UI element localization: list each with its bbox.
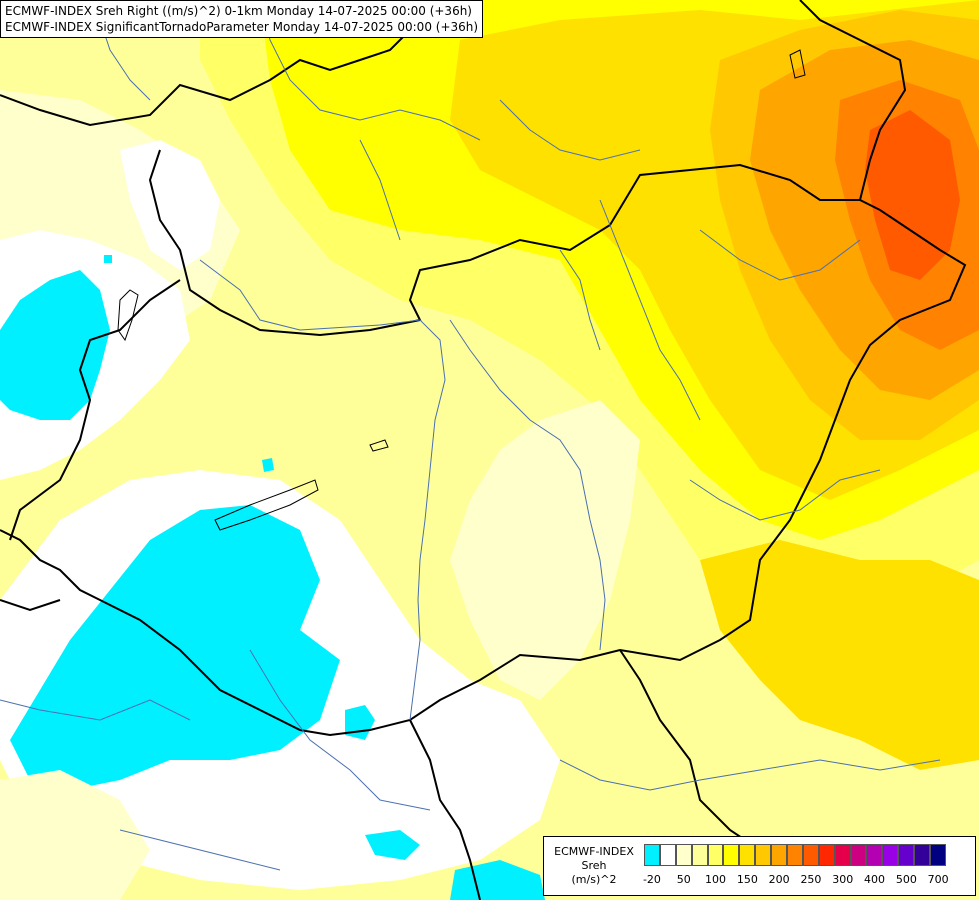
field-gold-se	[700, 540, 979, 770]
lake-balaton	[214, 479, 319, 531]
legend-swatch	[787, 844, 803, 866]
legend-tick-label: 100	[705, 873, 727, 886]
legend-title: ECMWF-INDEX Sreh (m/s)^2	[548, 845, 640, 887]
legend-swatch	[834, 844, 851, 866]
legend-swatch	[739, 844, 756, 866]
legend-swatch	[898, 844, 915, 866]
legend-title-line-2: Sreh	[581, 859, 607, 872]
field-pale-center	[450, 400, 640, 700]
legend-swatch	[866, 844, 883, 866]
legend-title-line-1: ECMWF-INDEX	[554, 845, 634, 858]
legend-tick-label: 50	[676, 873, 691, 886]
border-south	[409, 719, 481, 900]
legend-tick-label: 400	[864, 873, 886, 886]
legend-tick-label: 500	[895, 873, 917, 886]
field-cyan-small-3	[450, 860, 545, 900]
legend-swatch	[755, 844, 772, 866]
legend-tick-label: 200	[768, 873, 790, 886]
field-cyan-small-4	[262, 458, 274, 472]
legend-swatch	[659, 844, 676, 866]
legend-color-scale	[644, 844, 946, 866]
legend-swatch	[930, 844, 946, 866]
map-title: ECMWF-INDEX Sreh Right ((m/s)^2) 0-1km M…	[0, 0, 484, 38]
legend-swatch	[818, 844, 835, 866]
field-pale-south	[0, 770, 150, 900]
field-white-north-west	[120, 140, 220, 270]
lake-small-2	[789, 49, 806, 79]
legend-tick-label: 300	[832, 873, 854, 886]
legend-swatch	[802, 844, 819, 866]
legend-tick-label: 700	[927, 873, 949, 886]
legend-swatch	[691, 844, 708, 866]
border-hungary	[0, 149, 967, 737]
lake-small-3	[117, 289, 139, 342]
legend: ECMWF-INDEX Sreh (m/s)^2 -20 50 100 150 200 2…	[543, 836, 976, 896]
field-cyan-small-5	[104, 255, 112, 263]
legend-swatch	[771, 844, 788, 866]
border-west	[9, 279, 181, 541]
legend-tick-label: 150	[736, 873, 758, 886]
legend-swatch	[723, 844, 740, 866]
legend-swatch	[882, 844, 899, 866]
legend-swatch	[707, 844, 724, 866]
legend-title-line-3: (m/s)^2	[571, 873, 617, 886]
title-line-1: ECMWF-INDEX Sreh Right ((m/s)^2) 0-1km M…	[5, 4, 472, 18]
legend-tick-label: -20	[642, 873, 661, 886]
field-cyan-nw	[0, 270, 110, 420]
lake-small-1	[369, 439, 389, 452]
field-red-orange	[865, 110, 960, 280]
legend-swatch	[850, 844, 867, 866]
border-north-east	[799, 0, 907, 201]
rivers	[0, 0, 941, 871]
legend-swatch	[675, 844, 692, 866]
legend-swatch	[914, 844, 931, 866]
field-cyan-small-2	[365, 830, 420, 860]
legend-tick-labels: -20 50 100 150 200 250 300 400 500 700	[642, 873, 974, 889]
title-line-2: ECMWF-INDEX SignificantTornadoParameter …	[5, 20, 479, 34]
border-west-lower	[0, 599, 61, 612]
legend-tick-label: 250	[800, 873, 822, 886]
border-south-east	[619, 649, 761, 851]
legend-swatch	[644, 844, 660, 866]
